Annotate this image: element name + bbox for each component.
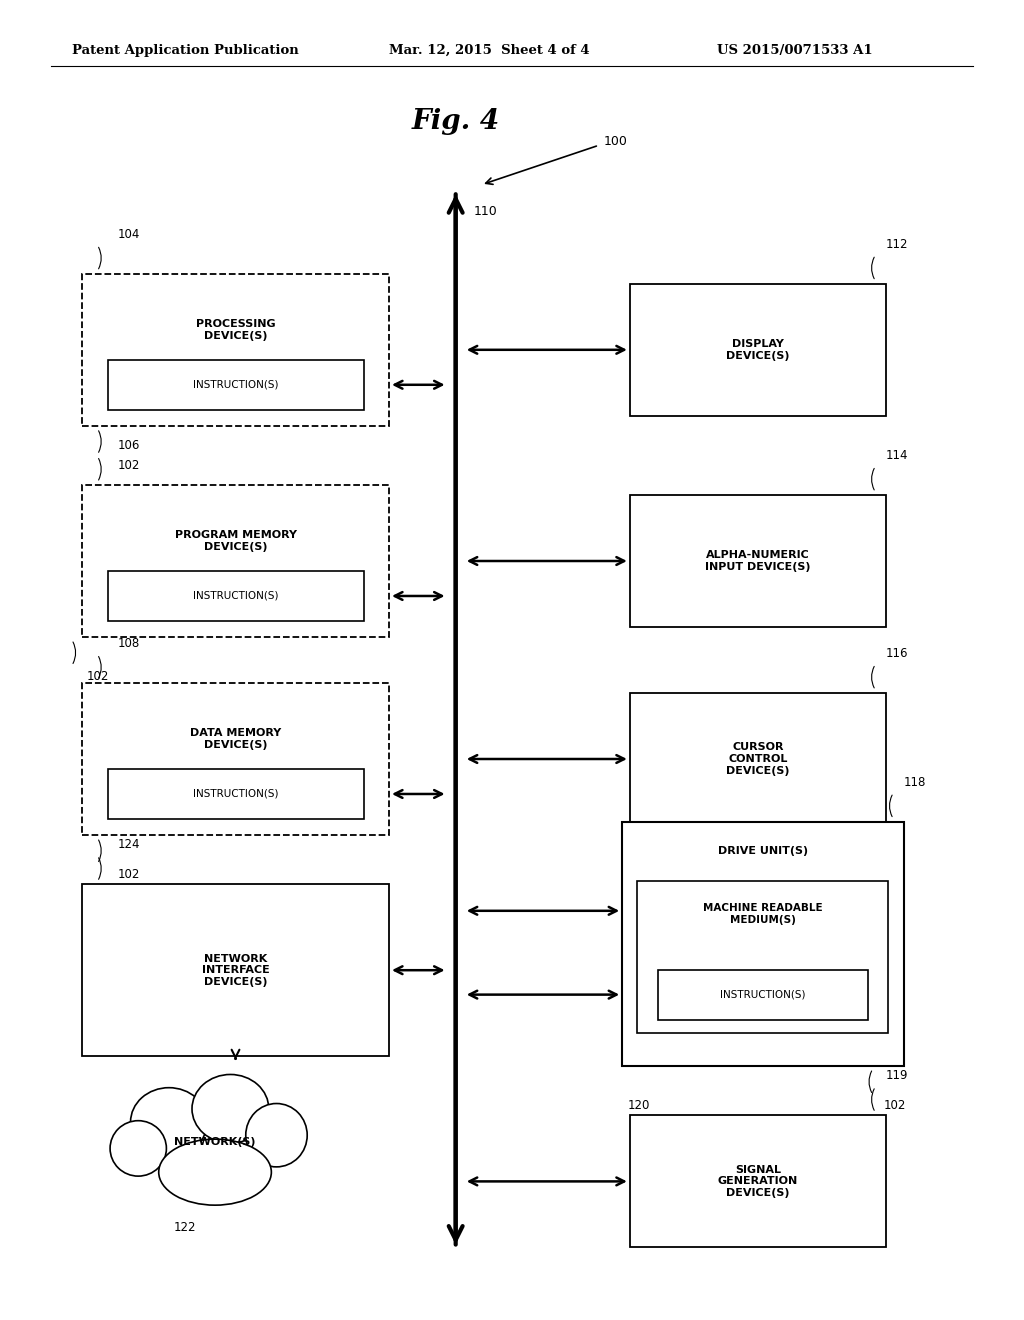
- Ellipse shape: [159, 1139, 271, 1205]
- FancyBboxPatch shape: [82, 684, 389, 836]
- Text: PROCESSING
DEVICE(S): PROCESSING DEVICE(S): [196, 319, 275, 341]
- Text: ALPHA-NUMERIC
INPUT DEVICE(S): ALPHA-NUMERIC INPUT DEVICE(S): [705, 550, 811, 572]
- Text: 104: 104: [118, 228, 140, 242]
- Text: 108: 108: [118, 638, 140, 651]
- Text: INSTRUCTION(S): INSTRUCTION(S): [193, 380, 279, 389]
- Text: US 2015/0071533 A1: US 2015/0071533 A1: [717, 44, 872, 57]
- Text: 124: 124: [118, 838, 140, 851]
- Text: INSTRUCTION(S): INSTRUCTION(S): [720, 990, 806, 999]
- Text: MACHINE READABLE
MEDIUM(S): MACHINE READABLE MEDIUM(S): [703, 903, 822, 925]
- FancyBboxPatch shape: [108, 570, 364, 622]
- Ellipse shape: [191, 1074, 268, 1143]
- FancyBboxPatch shape: [630, 284, 886, 416]
- Text: DRIVE UNIT(S): DRIVE UNIT(S): [718, 846, 808, 855]
- Text: Mar. 12, 2015  Sheet 4 of 4: Mar. 12, 2015 Sheet 4 of 4: [389, 44, 590, 57]
- Text: 120: 120: [627, 1098, 649, 1111]
- Text: 102: 102: [87, 671, 110, 682]
- Text: Patent Application Publication: Patent Application Publication: [72, 44, 298, 57]
- FancyBboxPatch shape: [637, 882, 888, 1032]
- Text: 114: 114: [886, 449, 908, 462]
- Ellipse shape: [246, 1104, 307, 1167]
- Ellipse shape: [130, 1088, 207, 1156]
- Text: Fig. 4: Fig. 4: [412, 108, 500, 135]
- Text: INSTRUCTION(S): INSTRUCTION(S): [193, 789, 279, 799]
- FancyBboxPatch shape: [82, 275, 389, 425]
- Text: 102: 102: [883, 1098, 905, 1111]
- Text: 116: 116: [886, 647, 908, 660]
- FancyBboxPatch shape: [630, 1115, 886, 1247]
- Text: 106: 106: [118, 440, 140, 451]
- FancyBboxPatch shape: [108, 768, 364, 818]
- Text: 102: 102: [118, 869, 140, 880]
- Text: 102: 102: [118, 459, 140, 471]
- Text: 118: 118: [904, 776, 926, 789]
- FancyBboxPatch shape: [630, 495, 886, 627]
- FancyBboxPatch shape: [657, 969, 867, 1020]
- Text: 100: 100: [604, 135, 628, 148]
- Text: DATA MEMORY
DEVICE(S): DATA MEMORY DEVICE(S): [189, 729, 282, 750]
- Ellipse shape: [111, 1121, 166, 1176]
- Text: 122: 122: [174, 1221, 197, 1234]
- Text: INSTRUCTION(S): INSTRUCTION(S): [193, 591, 279, 601]
- Text: CURSOR
CONTROL
DEVICE(S): CURSOR CONTROL DEVICE(S): [726, 742, 790, 776]
- FancyBboxPatch shape: [622, 821, 903, 1067]
- FancyBboxPatch shape: [82, 486, 389, 638]
- Text: 110: 110: [474, 205, 498, 218]
- Text: NETWORK
INTERFACE
DEVICE(S): NETWORK INTERFACE DEVICE(S): [202, 953, 269, 987]
- FancyBboxPatch shape: [630, 693, 886, 825]
- Text: SIGNAL
GENERATION
DEVICE(S): SIGNAL GENERATION DEVICE(S): [718, 1164, 798, 1199]
- FancyBboxPatch shape: [82, 884, 389, 1056]
- Text: PROGRAM MEMORY
DEVICE(S): PROGRAM MEMORY DEVICE(S): [174, 531, 297, 552]
- FancyBboxPatch shape: [108, 359, 364, 409]
- Text: DISPLAY
DEVICE(S): DISPLAY DEVICE(S): [726, 339, 790, 360]
- Text: NETWORK(S): NETWORK(S): [174, 1137, 256, 1147]
- Text: 112: 112: [886, 238, 908, 251]
- Text: 119: 119: [886, 1069, 908, 1082]
